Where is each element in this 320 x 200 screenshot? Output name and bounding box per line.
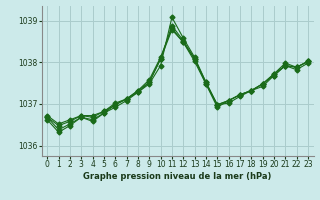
X-axis label: Graphe pression niveau de la mer (hPa): Graphe pression niveau de la mer (hPa) xyxy=(84,172,272,181)
